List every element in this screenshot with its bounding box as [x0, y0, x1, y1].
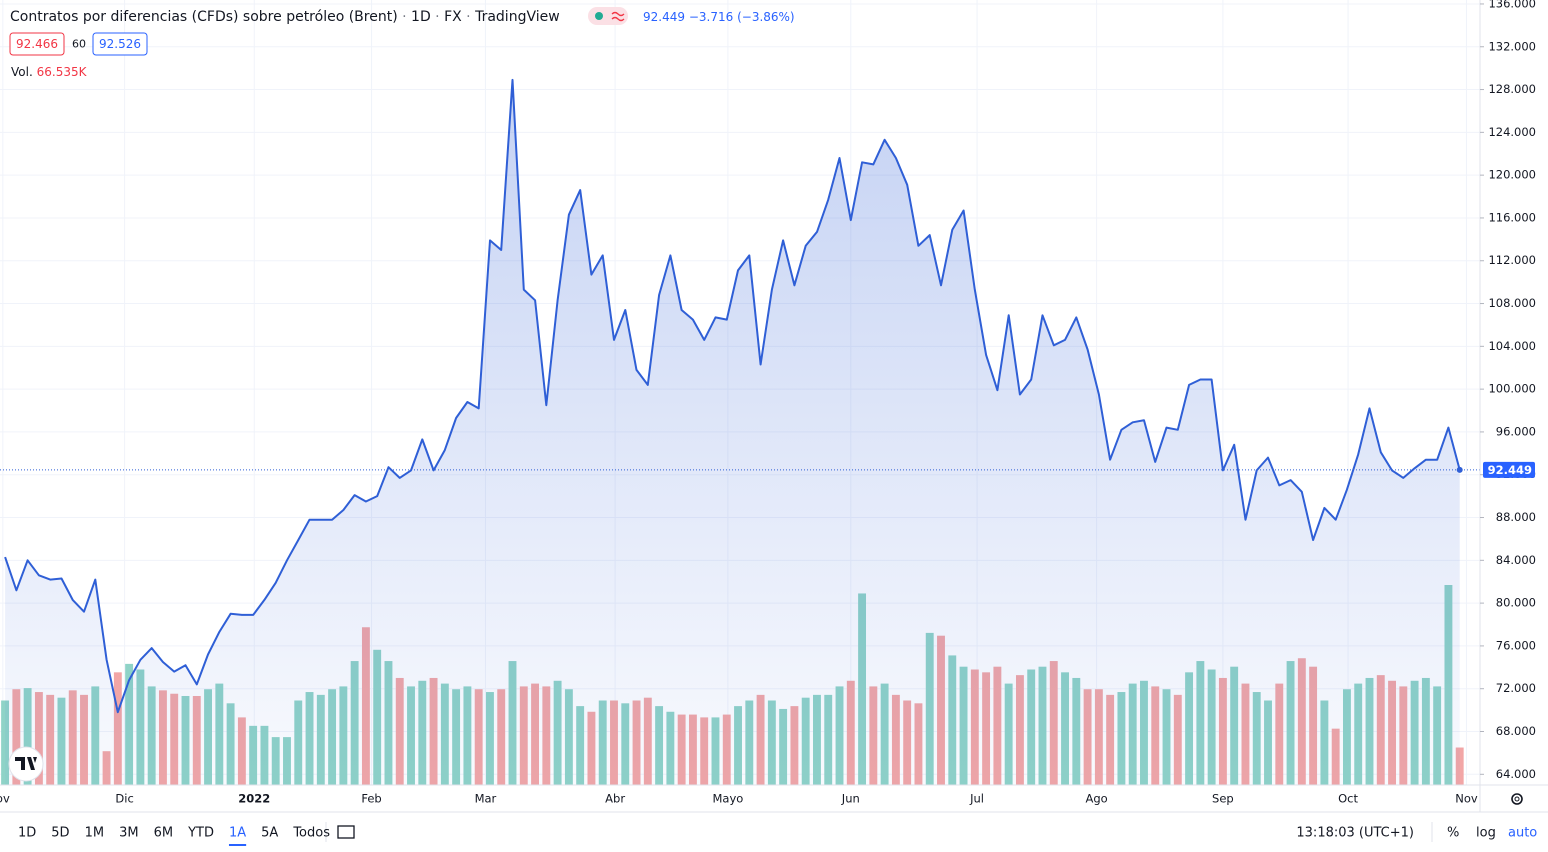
- y-tick-label: 68.000: [1496, 724, 1536, 738]
- scale-option[interactable]: log: [1476, 826, 1496, 841]
- y-tick-label: 96.000: [1496, 424, 1536, 438]
- x-tick-label: Oct: [1338, 792, 1358, 806]
- range-button[interactable]: YTD: [187, 826, 214, 841]
- y-tick-label: 64.000: [1496, 767, 1536, 781]
- y-tick-label: 88.000: [1496, 510, 1536, 524]
- clock: 13:18:03 (UTC+1): [1296, 826, 1414, 841]
- x-tick-label: Ago: [1086, 792, 1108, 806]
- price-line: [4, 78, 1461, 714]
- ask: 92.526: [99, 37, 141, 51]
- y-tick-label: 112.000: [1488, 253, 1536, 267]
- x-tick-label: Abr: [605, 792, 625, 806]
- y-tick-label: 120.000: [1488, 168, 1536, 182]
- x-tick-label: ov: [0, 792, 10, 806]
- scale-option[interactable]: %: [1447, 826, 1459, 841]
- area: [5, 79, 1460, 785]
- range-button[interactable]: 5D: [51, 826, 69, 841]
- y-tick-label: 116.000: [1488, 210, 1536, 224]
- y-tick-label: 72.000: [1496, 681, 1536, 695]
- logo-mark: [15, 757, 37, 770]
- x-tick-label: 2022: [238, 792, 270, 806]
- volume-bar: [1, 700, 10, 785]
- status-badge[interactable]: [588, 7, 628, 25]
- settings-icon-center: [1514, 796, 1520, 802]
- y-tick-label: 76.000: [1496, 638, 1536, 652]
- last-point: [1456, 466, 1463, 473]
- scale-option[interactable]: auto: [1508, 826, 1537, 841]
- x-tick-label: Feb: [361, 792, 381, 806]
- x-tick-label: Mar: [475, 792, 497, 806]
- range-button[interactable]: 1M: [85, 826, 105, 841]
- price-label: 92.449: [1488, 463, 1532, 477]
- y-tick-label: 132.000: [1488, 39, 1536, 53]
- volume-legend: Vol. 66.535K: [11, 65, 88, 79]
- quote: 92.449 −3.716 (−3.86%): [643, 10, 795, 24]
- status-dot: [595, 12, 603, 20]
- ask-box[interactable]: [92, 32, 148, 56]
- x-tick-label: Mayo: [712, 792, 743, 806]
- range-button[interactable]: 3M: [119, 826, 139, 841]
- symbol-title: Contratos por diferencias (CFDs) sobre p…: [10, 9, 560, 25]
- y-tick-label: 84.000: [1496, 553, 1536, 567]
- x-tick-label: Sep: [1212, 792, 1234, 806]
- x-tick-label: Jun: [841, 792, 860, 806]
- range-button[interactable]: 5A: [261, 826, 278, 841]
- spread: 60: [72, 38, 86, 51]
- settings-icon[interactable]: [1511, 793, 1523, 805]
- bid-box[interactable]: [9, 32, 65, 56]
- volume-bar: [1455, 747, 1464, 785]
- range-button[interactable]: 1D: [18, 826, 36, 841]
- y-tick-label: 108.000: [1488, 296, 1536, 310]
- bid: 92.466: [16, 37, 58, 51]
- axes: 64.000 68.000 72.000 76.000 80.000 84.000 88.0…: [0, 0, 1536, 806]
- y-tick-label: 100.000: [1488, 382, 1536, 396]
- x-tick-label: Dic: [115, 792, 133, 806]
- status-icon: [611, 11, 625, 22]
- price-label-box: [1483, 461, 1535, 478]
- logo[interactable]: [8, 746, 44, 782]
- range-button[interactable]: 6M: [154, 826, 174, 841]
- y-tick-label: 124.000: [1488, 125, 1536, 139]
- range-button[interactable]: 1A: [229, 826, 246, 841]
- x-tick-label: Nov: [1455, 792, 1478, 806]
- price-pane: [0, 78, 1480, 785]
- y-tick-label: 80.000: [1496, 596, 1536, 610]
- range-button[interactable]: Todos: [292, 826, 330, 841]
- x-tick-label: Jul: [969, 792, 984, 806]
- y-tick-label: 128.000: [1488, 82, 1536, 96]
- y-tick-label: 104.000: [1488, 339, 1536, 353]
- y-tick-label: 136.000: [1488, 0, 1536, 10]
- compare-icon[interactable]: [337, 825, 355, 839]
- toolbar: 13:18:03 (UTC+1) 1D 5D 1M 3M 6M YTD 1A 5A Todos%…: [18, 822, 1537, 846]
